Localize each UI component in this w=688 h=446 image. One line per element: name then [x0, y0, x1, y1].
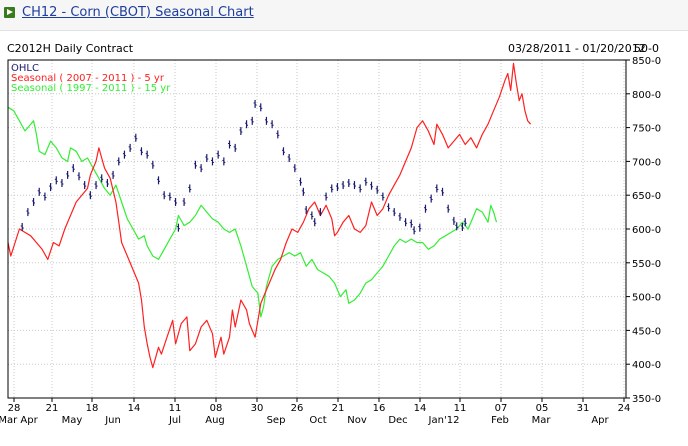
seasonal-15yr-line — [7, 106, 498, 318]
x-tick-label: 30 — [251, 403, 264, 414]
series-layer — [7, 62, 532, 369]
y-tick-label: 500-0 — [632, 293, 661, 304]
x-tick-label: 21 — [46, 403, 59, 414]
x-axis: 28 21 18 14 11 08 30 26 21 16 14 11 07 05 31 24 Mar Apr M… — [0, 398, 630, 426]
x-tick-label: 14 — [414, 403, 427, 414]
x-month-label: Nov — [347, 415, 367, 426]
chart-title: C2012H Daily Contract — [7, 42, 134, 55]
x-tick-label: 16 — [373, 403, 386, 414]
y-tick-label: 850-0 — [632, 56, 661, 67]
x-month-label: Sep — [267, 415, 286, 426]
x-tick-label: 28 — [8, 403, 21, 414]
y-tick-label: 650-0 — [632, 191, 661, 202]
x-tick-label: 05 — [536, 403, 549, 414]
x-tick-label: 08 — [210, 403, 223, 414]
page-title[interactable]: CH12 - Corn (CBOT) Seasonal Chart — [22, 5, 254, 20]
x-month-label: Aug — [205, 415, 225, 426]
x-tick-label: 14 — [128, 403, 141, 414]
x-tick-label: 11 — [169, 403, 182, 414]
play-icon — [4, 7, 15, 18]
x-month-label: Mar Apr — [0, 415, 39, 426]
x-tick-label: 21 — [332, 403, 345, 414]
y-tick-label: 350-0 — [632, 394, 661, 405]
y-tick-label: 600-0 — [632, 225, 661, 236]
legend-seasonal-15yr: Seasonal ( 1997 - 2011 ) - 15 yr — [11, 83, 171, 94]
y-tick-label: 550-0 — [632, 259, 661, 270]
y-tick-label: 800-0 — [632, 90, 661, 101]
y-tick-label: 450-0 — [632, 326, 661, 337]
seasonal-5yr-line — [7, 62, 532, 369]
grid-lines — [8, 59, 626, 399]
legend-ohlc: OHLC — [11, 63, 39, 74]
x-month-label: Feb — [491, 415, 509, 426]
y-tick-label: 700-0 — [632, 157, 661, 168]
date-range: 03/28/2011 - 01/20/2012 — [508, 42, 646, 55]
y-tick-label: 400-0 — [632, 360, 661, 371]
header-bar: CH12 - Corn (CBOT) Seasonal Chart — [0, 0, 688, 31]
x-month-label: Jan'12 — [428, 415, 460, 426]
x-tick-label: 24 — [618, 403, 631, 414]
x-tick-label: 11 — [454, 403, 467, 414]
x-month-label: May — [62, 415, 83, 426]
x-tick-label: 31 — [577, 403, 590, 414]
price-step: 50-0 — [634, 42, 659, 55]
x-tick-label: 07 — [495, 403, 508, 414]
y-axis: 850-0 800-0 750-0 700-0 650-0 600-0 550-0 500-0… — [626, 56, 661, 405]
seasonal-chart: 850-0 800-0 750-0 700-0 650-0 600-0 550-0 500-0… — [0, 42, 661, 426]
x-tick-label: 18 — [86, 403, 99, 414]
x-month-label: Jun — [104, 415, 121, 426]
x-month-label: Mar — [532, 415, 552, 426]
x-month-label: Dec — [388, 415, 407, 426]
x-month-label: Oct — [309, 415, 326, 426]
chart-frame: 850-0 800-0 750-0 700-0 650-0 600-0 550-0 500-0… — [0, 30, 688, 446]
ohlc-series — [20, 99, 467, 235]
x-month-label: Apr — [591, 415, 609, 426]
legend-seasonal-5yr: Seasonal ( 2007 - 2011 ) - 5 yr — [11, 73, 165, 84]
x-month-label: Jul — [168, 415, 181, 426]
y-tick-label: 750-0 — [632, 124, 661, 135]
x-tick-label: 26 — [291, 403, 304, 414]
